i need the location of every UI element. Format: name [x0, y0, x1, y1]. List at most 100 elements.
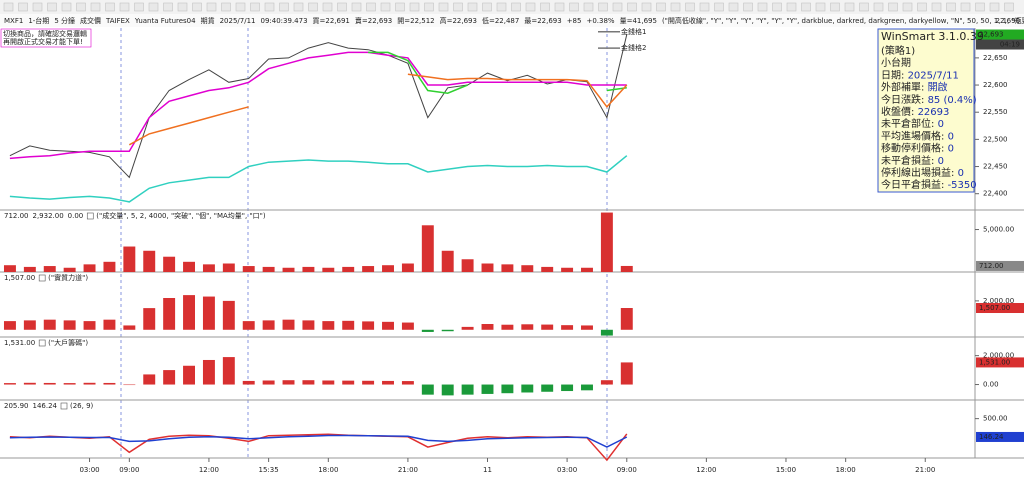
header-item: +85: [567, 17, 582, 25]
last-value-label: 146.24: [979, 433, 1004, 441]
toolbar-icon[interactable]: [482, 2, 492, 12]
toolbar-icon[interactable]: [293, 2, 304, 12]
toolbar-icon[interactable]: [612, 2, 623, 12]
toolbar-icon[interactable]: [583, 2, 594, 12]
toolbar-icon[interactable]: [728, 2, 739, 12]
x-tick-label: 03:00: [557, 466, 577, 474]
bar: [521, 324, 534, 330]
toolbar-icon[interactable]: [960, 2, 971, 12]
last-value-label: 1,507.00: [979, 304, 1010, 312]
toolbar-icon[interactable]: [409, 2, 420, 12]
toolbar-icon[interactable]: [873, 2, 884, 12]
toolbar-icon[interactable]: [76, 2, 86, 12]
toolbar-icon[interactable]: [61, 2, 72, 12]
toolbar-icon[interactable]: [18, 2, 28, 12]
toolbar-icon[interactable]: [163, 2, 173, 12]
indicator-close-box[interactable]: [86, 212, 94, 220]
toolbar-icon[interactable]: [148, 2, 159, 12]
panel-header: 2,932.00: [33, 212, 64, 220]
toolbar-icon[interactable]: [105, 2, 115, 12]
toolbar-icon[interactable]: [917, 2, 927, 12]
toolbar-icon[interactable]: [975, 2, 985, 12]
toolbar-icon[interactable]: [90, 2, 101, 12]
toolbar-icon[interactable]: [989, 2, 1000, 12]
toolbar-icon[interactable]: [859, 2, 869, 12]
toolbar-icon[interactable]: [801, 2, 811, 12]
toolbar-icon[interactable]: [598, 2, 608, 12]
header-item: 期貨: [201, 16, 215, 25]
info-title: WinSmart 3.1.0.39: [881, 30, 984, 43]
toolbar-icon[interactable]: [206, 2, 217, 12]
indicator-close-box[interactable]: [38, 339, 46, 347]
toolbar-icon[interactable]: [830, 2, 840, 12]
toolbar-icon[interactable]: [424, 2, 434, 12]
toolbar-icon[interactable]: [786, 2, 797, 12]
header-item: 成交價: [80, 16, 101, 25]
panel-header: 1,531.00: [4, 339, 35, 347]
toolbar-icon[interactable]: [3, 2, 14, 12]
x-tick-label: 21:00: [398, 466, 418, 474]
bar: [441, 384, 454, 396]
toolbar-icon[interactable]: [250, 2, 260, 12]
toolbar-icon[interactable]: [467, 2, 478, 12]
toolbar-icon[interactable]: [1004, 2, 1014, 12]
toolbar-icon[interactable]: [366, 2, 376, 12]
toolbar-icon[interactable]: [757, 2, 768, 12]
toolbar-icon[interactable]: [656, 2, 666, 12]
toolbar-icon[interactable]: [380, 2, 391, 12]
toolbar-icon[interactable]: [670, 2, 681, 12]
bar: [23, 266, 36, 272]
toolbar-icon[interactable]: [743, 2, 753, 12]
bar: [262, 266, 275, 272]
y-tick-label: 5,000.00: [983, 226, 1014, 234]
line-series: [9, 34, 628, 179]
toolbar-icon[interactable]: [221, 2, 231, 12]
bar: [302, 320, 315, 330]
toolbar-icon[interactable]: [511, 2, 521, 12]
toolbar-icon[interactable]: [32, 2, 43, 12]
toolbar-icon[interactable]: [641, 2, 652, 12]
toolbar-icon[interactable]: [554, 2, 565, 12]
toolbar-icon[interactable]: [685, 2, 695, 12]
toolbar-icon[interactable]: [902, 2, 913, 12]
indicator-close-box[interactable]: [60, 402, 68, 410]
toolbar-icon[interactable]: [308, 2, 318, 12]
toolbar-icon[interactable]: [322, 2, 333, 12]
toolbar-icon[interactable]: [525, 2, 536, 12]
toolbar-icon[interactable]: [119, 2, 130, 12]
toolbar-icon[interactable]: [351, 2, 362, 12]
toolbar-icon[interactable]: [279, 2, 289, 12]
y-tick-label: 0.00: [983, 381, 999, 389]
toolbar-icon[interactable]: [192, 2, 202, 12]
toolbar-icon[interactable]: [772, 2, 782, 12]
info-value: 22693: [918, 107, 950, 118]
toolbar-icon[interactable]: [496, 2, 507, 12]
toolbar-icon[interactable]: [177, 2, 188, 12]
info-row: 未平倉損益: 0: [881, 154, 944, 167]
toolbar-icon[interactable]: [815, 2, 826, 12]
toolbar-icon[interactable]: [453, 2, 463, 12]
toolbar-icon[interactable]: [438, 2, 449, 12]
toolbar-icon[interactable]: [946, 2, 956, 12]
bar: [242, 380, 255, 385]
y-tick-label: 2,000.00: [983, 352, 1014, 360]
toolbar-icon[interactable]: [264, 2, 275, 12]
toolbar-icon[interactable]: [569, 2, 579, 12]
toolbar-icon[interactable]: [47, 2, 57, 12]
toolbar-icon[interactable]: [235, 2, 246, 12]
toolbar-icon[interactable]: [844, 2, 855, 12]
info-label: 今日漲跌:: [881, 93, 928, 106]
toolbar-icon[interactable]: [134, 2, 144, 12]
toolbar-icon[interactable]: [337, 2, 347, 12]
toolbar-icon[interactable]: [540, 2, 550, 12]
toolbar-icon[interactable]: [699, 2, 710, 12]
toolbar-icon[interactable]: [395, 2, 405, 12]
bar: [342, 380, 355, 385]
indicator-close-box[interactable]: [38, 274, 46, 282]
toolbar-icon[interactable]: [627, 2, 637, 12]
toolbar-icon[interactable]: [714, 2, 724, 12]
toolbar-icon[interactable]: [931, 2, 942, 12]
line-series: [9, 434, 628, 448]
header-item: 高=22,693: [440, 16, 477, 25]
toolbar-icon[interactable]: [888, 2, 898, 12]
